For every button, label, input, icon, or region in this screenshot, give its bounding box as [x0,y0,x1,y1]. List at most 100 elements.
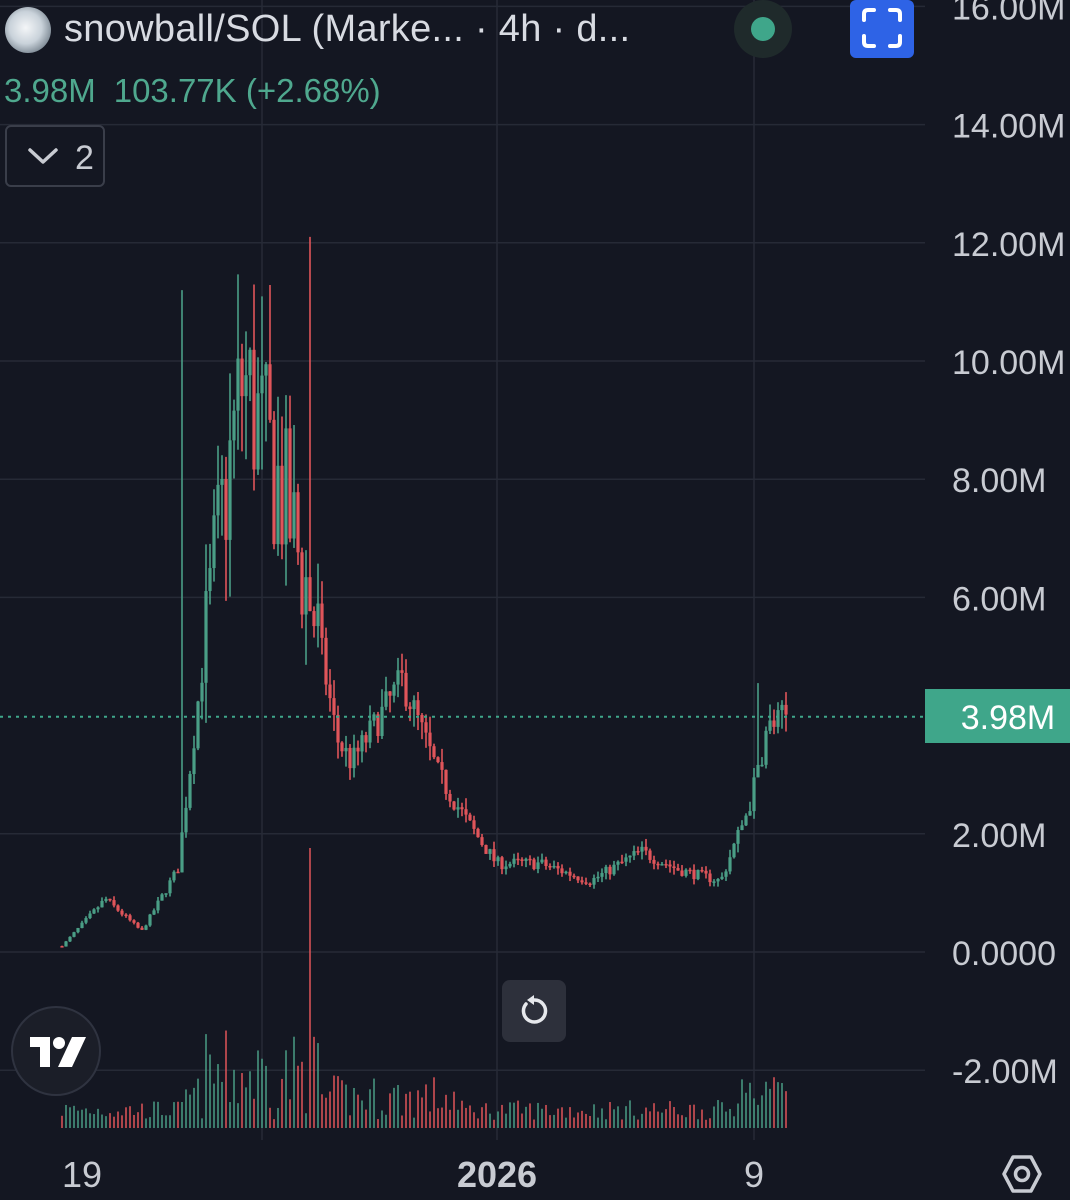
volume-bar [81,1109,83,1128]
time-axis: 19 2026 9 [62,1154,764,1195]
candle-body [532,859,536,870]
candle-body [396,670,400,685]
candle-body [644,846,648,851]
volume-bar [461,1100,463,1128]
volume-bar [153,1101,155,1128]
candle-body [244,375,248,397]
volume-bar [449,1109,451,1128]
volume-bar [209,1054,211,1128]
volume-bar [201,1118,203,1128]
candle-body [524,858,528,861]
volume-bar [197,1078,199,1128]
volume-bar [333,1075,335,1128]
candle-body [520,859,524,861]
volume-bar [189,1094,191,1128]
candle-body [652,859,656,864]
volume-bar [101,1114,103,1128]
candle-body [316,603,320,627]
volume-bar [169,1115,171,1128]
volume-bar [465,1107,467,1128]
candle-body [284,428,288,545]
candle-body [360,735,364,752]
volume-bar [753,1098,755,1128]
volume-bar [605,1119,607,1128]
snowball-token-icon[interactable] [5,7,51,53]
candle-body [216,484,220,516]
settings-icon[interactable] [1000,1152,1044,1196]
candle-body [752,777,756,812]
candle-body [272,419,276,545]
candle-body [528,858,532,861]
volume-bar [729,1108,731,1128]
volume-bar [329,1091,331,1128]
volume-bar [493,1119,495,1128]
volume-bar [501,1104,503,1128]
volume-bar [121,1115,123,1128]
candle-body [552,865,556,868]
candle-body [96,907,100,910]
candle-body [180,832,184,873]
candle-body [704,870,708,874]
volume-bar [777,1082,779,1128]
volume-bar [317,1043,319,1128]
candle-body [412,700,416,710]
volume-bar [177,1101,179,1128]
volume-bar [61,1115,63,1128]
candle-body [556,865,560,869]
candle-body [616,861,620,865]
volume-bar [453,1091,455,1128]
candle-body [580,880,584,883]
volume-bar [533,1119,535,1128]
volume-bar [733,1116,735,1128]
candle-body [456,807,460,810]
volume-bar [381,1110,383,1128]
volume-bar [697,1119,699,1128]
volume-bar [681,1115,683,1128]
volume-bar [185,1089,187,1128]
indicators-toggle-button[interactable]: 2 [5,125,105,187]
candle-body [92,909,96,914]
volume-bar [225,1030,227,1128]
candle-body [320,603,324,638]
volume-bar [145,1118,147,1128]
volume-bar [305,1113,307,1128]
volume-bar [361,1100,363,1128]
volume-bar [713,1106,715,1128]
volume-bar [669,1101,671,1128]
candle-body [188,774,192,808]
volume-bar [241,1073,243,1128]
price-axis-label: 2.00M [952,817,1047,855]
time-axis-label: 19 [62,1154,102,1195]
volume-bar [237,1103,239,1128]
candle-body [340,742,344,752]
candle-body [728,857,732,872]
candle-body [148,914,152,926]
volume-bar [597,1117,599,1128]
volume-bar [577,1112,579,1128]
volume-bar [93,1114,95,1128]
fullscreen-button[interactable] [850,0,914,58]
status-indicator[interactable] [734,0,792,58]
volume-bar [373,1078,375,1128]
candle-body [228,440,232,540]
candle-body [232,410,236,441]
volume-bar [297,1065,299,1128]
price-axis-label: -2.00M [952,1053,1058,1091]
volume-bar [397,1085,399,1128]
volume-bar [377,1119,379,1128]
volume-bar [609,1102,611,1128]
candle-body [144,925,148,930]
reset-chart-button[interactable] [502,980,566,1042]
tradingview-logo[interactable] [11,1006,101,1096]
candle-body [100,900,104,908]
last-price-tag [925,689,1070,743]
candle-body [208,568,212,592]
volume-bar [173,1102,175,1128]
chart-title[interactable]: snowball/SOL (Marke... · 4h · d... [64,8,631,50]
volume-bar [717,1100,719,1128]
candle-body [196,701,200,749]
volume-bar [489,1113,491,1128]
candle-body [172,871,176,881]
volume-bar [517,1100,519,1128]
